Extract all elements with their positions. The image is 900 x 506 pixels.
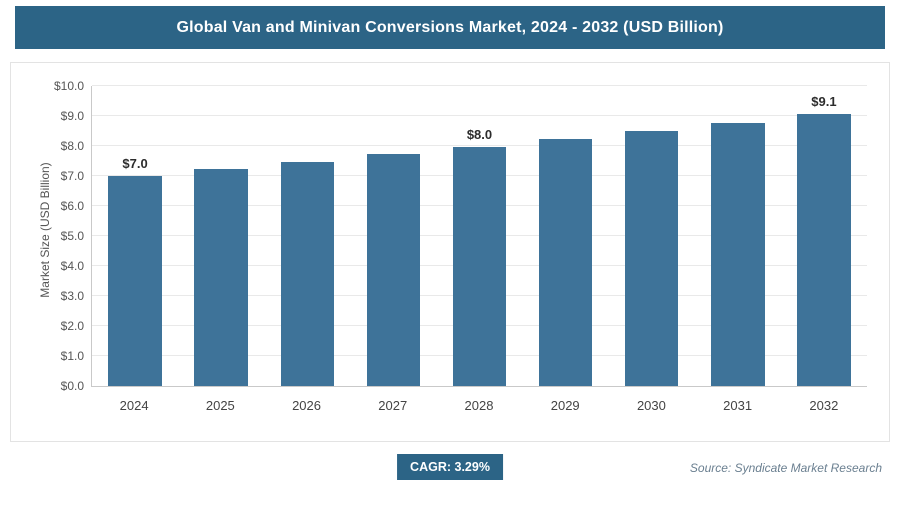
x-tick-label: 2028 — [464, 398, 494, 413]
bar-slot — [350, 86, 436, 386]
bar-2028 — [452, 146, 507, 386]
chart-footer: CAGR: 3.29% Source: Syndicate Market Res… — [0, 442, 900, 502]
y-tick-label: $5.0 — [60, 229, 84, 243]
bar-series: $7.0 $8.0 $9.1 — [92, 86, 867, 386]
gridline — [92, 115, 867, 116]
y-tick-label: $2.0 — [60, 319, 84, 333]
bar-slot: $9.1 — [781, 86, 867, 386]
x-tick-label: 2025 — [205, 398, 235, 413]
bar-2026 — [280, 161, 334, 386]
x-axis-labels: 2024 2025 2026 2027 2028 2029 2030 2031 2032 — [91, 398, 867, 413]
x-tick-label: 2029 — [550, 398, 580, 413]
y-tick-label: $9.0 — [60, 109, 84, 123]
bar-2029 — [538, 139, 593, 386]
bar-2030 — [625, 131, 679, 386]
plot-area: $0.0 $1.0 $2.0 $3.0 $4.0 $5.0 $6.0 $7.0 $8.0 $9.0… — [54, 79, 867, 393]
y-tick-label: $8.0 — [60, 139, 84, 153]
bar-slot — [178, 86, 264, 386]
y-tick-label: $4.0 — [60, 259, 84, 273]
gridline — [92, 145, 867, 146]
y-tick-label: $10.0 — [53, 79, 84, 93]
y-tick-label: $6.0 — [60, 199, 84, 213]
x-tick-label: 2031 — [723, 398, 753, 413]
gridline — [92, 85, 867, 86]
bar-2031 — [711, 122, 765, 386]
bar-2025 — [194, 169, 248, 386]
x-tick-label: 2032 — [809, 398, 839, 413]
cagr-badge: CAGR: 3.29% — [397, 454, 503, 480]
x-tick-label: 2030 — [636, 398, 666, 413]
bar-slot: $7.0 — [92, 86, 178, 386]
bar-slot — [609, 86, 695, 386]
source-attribution: Source: Syndicate Market Research — [689, 461, 882, 475]
chart-title-banner: Global Van and Minivan Conversions Marke… — [15, 6, 885, 49]
y-tick-label: $7.0 — [60, 169, 84, 183]
x-tick-label: 2026 — [292, 398, 321, 413]
x-tick-label: 2027 — [378, 398, 408, 413]
chart-title: Global Van and Minivan Conversions Marke… — [176, 18, 724, 36]
bar-slot — [264, 86, 350, 386]
bar-2032 — [797, 113, 851, 386]
y-tick-label: $1.0 — [60, 349, 84, 363]
bar-slot — [523, 86, 609, 386]
x-tick-label: 2024 — [119, 398, 149, 413]
bar-value-label: $8.0 — [466, 126, 493, 142]
bar-value-label: $9.1 — [811, 93, 837, 109]
bar-slot: $8.0 — [436, 86, 522, 386]
bar-2027 — [366, 154, 421, 386]
bar-value-label: $7.0 — [122, 156, 148, 171]
y-tick-label: $0.0 — [60, 379, 84, 393]
bar-2024 — [108, 176, 162, 386]
chart-area: Market Size (USD Billion) $0.0 $1.0 $2.0 $3… — [10, 62, 890, 442]
y-tick-label: $3.0 — [60, 289, 84, 303]
bar-slot — [695, 86, 781, 386]
